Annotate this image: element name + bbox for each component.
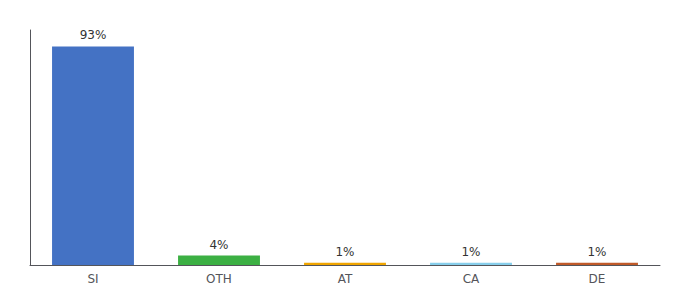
svg-text:AT: AT bbox=[338, 272, 353, 286]
svg-text:4%: 4% bbox=[209, 238, 228, 252]
svg-text:DE: DE bbox=[589, 272, 606, 286]
svg-text:1%: 1% bbox=[461, 245, 480, 259]
svg-text:93%: 93% bbox=[80, 28, 107, 42]
svg-text:1%: 1% bbox=[335, 245, 354, 259]
svg-text:1%: 1% bbox=[587, 245, 606, 259]
svg-text:SI: SI bbox=[87, 272, 98, 286]
svg-text:OTH: OTH bbox=[206, 272, 232, 286]
svg-text:CA: CA bbox=[463, 272, 480, 286]
